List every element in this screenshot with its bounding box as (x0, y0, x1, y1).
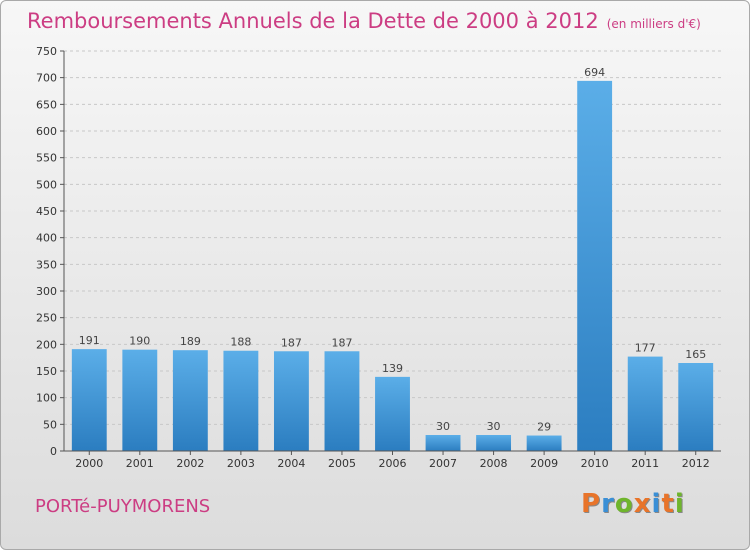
value-label-2005: 187 (331, 336, 352, 349)
y-tick-label: 500 (36, 178, 57, 191)
x-tick-label-2007: 2007 (429, 457, 457, 470)
bars-layer (71, 80, 714, 451)
y-tick-label: 250 (36, 312, 57, 325)
y-tick-label: 100 (36, 392, 57, 405)
y-tick-label: 150 (36, 365, 57, 378)
x-tick-label-2008: 2008 (480, 457, 508, 470)
bar-2002 (172, 350, 208, 451)
bar-2009 (526, 435, 562, 451)
x-tick-label-2001: 2001 (126, 457, 154, 470)
value-label-2010: 694 (584, 66, 605, 79)
y-tick-label: 300 (36, 285, 57, 298)
bar-2007 (425, 435, 461, 451)
chart-subtitle: (en milliers d'€) (606, 17, 701, 31)
y-tick-label: 750 (36, 45, 57, 58)
value-label-2007: 30 (436, 420, 450, 433)
x-tick-label-2009: 2009 (530, 457, 558, 470)
bar-2001 (122, 349, 158, 451)
bar-2005 (324, 351, 360, 451)
value-label-2009: 29 (537, 421, 551, 434)
value-label-2008: 30 (487, 420, 501, 433)
value-label-2012: 165 (685, 348, 706, 361)
x-tick-label-2003: 2003 (227, 457, 255, 470)
y-tick-label: 550 (36, 152, 57, 165)
value-label-2002: 189 (180, 335, 201, 348)
y-tick-label: 650 (36, 98, 57, 111)
value-label-2006: 139 (382, 362, 403, 375)
chart-title-text: Remboursements Annuels de la Dette de 20… (27, 9, 599, 33)
x-tick-label-2004: 2004 (277, 457, 305, 470)
commune-name: PORTé-PUYMORENS (35, 496, 211, 517)
x-tick-label-2002: 2002 (176, 457, 204, 470)
y-tick-label: 50 (43, 418, 57, 431)
value-label-2004: 187 (281, 336, 302, 349)
y-tick-label: 450 (36, 205, 57, 218)
bar-2012 (678, 363, 714, 451)
value-label-2001: 190 (129, 335, 150, 348)
y-tick-label: 0 (50, 445, 57, 458)
bar-2000 (71, 349, 107, 451)
x-tick-label-2006: 2006 (379, 457, 407, 470)
x-tick-label-2000: 2000 (75, 457, 103, 470)
bar-2011 (627, 356, 663, 451)
chart-title: Remboursements Annuels de la Dette de 20… (27, 9, 701, 33)
proxiti-logo: Proxiti (581, 489, 685, 519)
y-tick-label: 400 (36, 232, 57, 245)
labels-layer: 0 50 100 150 200 250 300 350 400 450 500 550 600 650 7… (36, 45, 710, 470)
bar-2008 (476, 435, 512, 451)
value-label-2003: 188 (230, 336, 251, 349)
x-tick-label-2011: 2011 (631, 457, 659, 470)
y-tick-label: 600 (36, 125, 57, 138)
y-tick-label: 200 (36, 338, 57, 351)
x-tick-label-2012: 2012 (682, 457, 710, 470)
value-label-2011: 177 (635, 342, 656, 355)
y-tick-label: 700 (36, 72, 57, 85)
bar-2010 (577, 80, 613, 451)
bar-2003 (223, 350, 259, 451)
value-label-2000: 191 (79, 334, 100, 347)
x-tick-label-2010: 2010 (581, 457, 609, 470)
bar-2006 (375, 376, 410, 451)
y-tick-label: 350 (36, 258, 57, 271)
bar-2004 (273, 351, 309, 451)
x-tick-label-2005: 2005 (328, 457, 356, 470)
